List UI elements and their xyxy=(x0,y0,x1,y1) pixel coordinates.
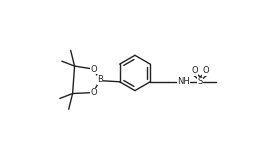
Text: O: O xyxy=(91,65,97,73)
Text: S: S xyxy=(197,77,203,86)
Text: O: O xyxy=(91,88,97,97)
Text: B: B xyxy=(97,75,103,84)
Text: NH: NH xyxy=(177,77,190,86)
Text: O: O xyxy=(191,67,198,75)
Text: O: O xyxy=(203,67,209,75)
